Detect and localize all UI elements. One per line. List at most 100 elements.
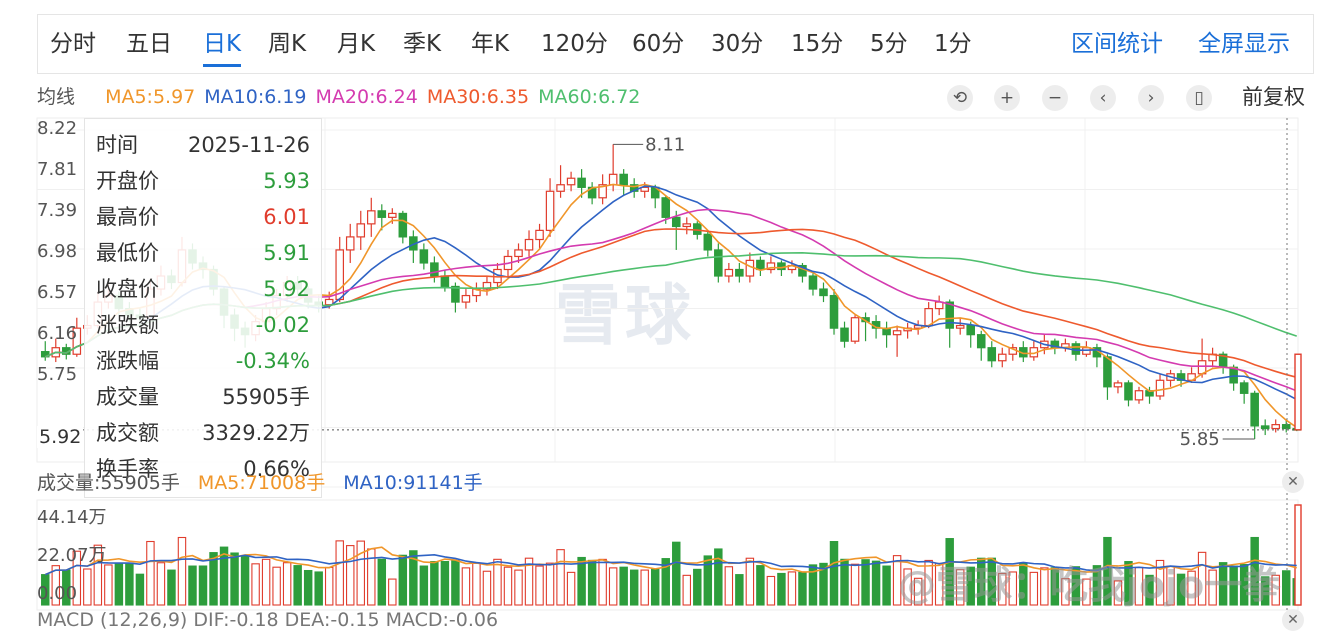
y-tick-label: 7.39 — [37, 200, 78, 221]
tooltip-row: 换手率 0.66% — [96, 451, 310, 487]
volume-bar — [398, 554, 408, 606]
volume-bar — [1271, 574, 1280, 606]
y-tick-label: 6.16 — [37, 323, 78, 344]
tooltip-row: 最高价 6.01 — [96, 199, 310, 235]
tooltip-label: 最高价 — [96, 205, 159, 229]
tab-4[interactable]: 月K — [337, 31, 376, 57]
candle-body — [524, 238, 534, 251]
candle-body — [934, 301, 944, 310]
candle-body — [640, 186, 649, 192]
volume-bar — [640, 569, 649, 606]
volume-bar — [1113, 580, 1123, 606]
volume-bar — [1176, 573, 1186, 606]
volume-bar — [272, 566, 281, 606]
chevron-right-icon[interactable]: › — [1138, 85, 1164, 111]
volume-bar — [167, 569, 176, 606]
tab-5[interactable]: 季K — [403, 31, 442, 57]
volume-bar — [745, 557, 755, 606]
volume-bar — [840, 558, 849, 606]
tab-0[interactable]: 分时 — [50, 31, 96, 57]
candle-body — [661, 197, 671, 218]
fullscreen-link[interactable]: 全屏显示 — [1198, 31, 1290, 57]
volume-bar — [535, 565, 544, 606]
candle-body — [461, 294, 471, 303]
volume-bar — [461, 567, 471, 606]
volume-bar — [1218, 562, 1228, 606]
volume-bar — [703, 555, 713, 606]
y-tick-label: 7.81 — [37, 159, 78, 180]
tooltip-label: 收盘价 — [96, 277, 159, 301]
tooltip-label: 涨跌幅 — [96, 349, 159, 373]
volume-bar — [1061, 578, 1070, 606]
volume-tick-label: 22.07万 — [37, 545, 107, 566]
candle-body — [671, 216, 681, 228]
candle-body — [1281, 424, 1291, 430]
ohlc-tooltip: 时间 2025-11-26 开盘价 5.93 最高价 6.01 最低价 5.91 收盘价 5.92… — [84, 118, 322, 498]
volume-bar — [672, 541, 681, 606]
volume-bar — [1008, 571, 1018, 606]
volume-bar — [903, 568, 912, 606]
volume-bar — [146, 540, 155, 606]
volume-bar — [545, 562, 555, 606]
volume-bar — [966, 566, 975, 606]
volume-bar — [787, 571, 797, 606]
tooltip-value: -0.34% — [235, 349, 310, 373]
volume-bar — [356, 540, 365, 606]
tooltip-label: 换手率 — [96, 457, 159, 481]
tooltip-value: 0.66% — [243, 457, 310, 481]
close-volume-icon[interactable]: ✕ — [1282, 471, 1304, 493]
volume-bar — [83, 568, 92, 606]
close-macd-icon[interactable]: ✕ — [1282, 609, 1304, 631]
chevron-left-icon[interactable]: ‹ — [1090, 85, 1116, 111]
tab-7[interactable]: 120分 — [541, 31, 608, 57]
tooltip-value: 5.92 — [263, 277, 310, 301]
volume-tick-label: 44.14万 — [37, 507, 107, 528]
y-tick-label: 6.98 — [37, 241, 78, 262]
tab-10[interactable]: 15分 — [791, 31, 844, 57]
volume-bar — [619, 566, 628, 606]
tooltip-value: -0.02 — [255, 313, 310, 337]
minus-icon[interactable]: − — [1042, 85, 1068, 111]
tab-8[interactable]: 60分 — [632, 31, 685, 57]
tab-12[interactable]: 1分 — [934, 31, 972, 57]
volume-bar — [1029, 571, 1039, 606]
tab-3[interactable]: 周K — [268, 31, 307, 57]
volume-bar — [409, 550, 418, 606]
tooltip-row: 收盘价 5.92 — [96, 271, 310, 307]
volume-bar — [1092, 565, 1102, 606]
tab-6[interactable]: 年K — [471, 31, 510, 57]
plus-icon[interactable]: + — [994, 85, 1020, 111]
range-stats-link[interactable]: 区间统计 — [1071, 31, 1163, 57]
volume-bar — [1040, 567, 1049, 606]
footer-watermark: @雪球：吃我jojo一拳 — [898, 563, 1281, 607]
candle-body — [966, 324, 976, 336]
candle-body — [714, 249, 723, 277]
tooltip-row: 涨跌幅 -0.34% — [96, 343, 310, 379]
candle-body — [598, 184, 607, 199]
candle-body — [482, 281, 492, 290]
volume-bar — [125, 562, 134, 606]
candle-body — [1134, 390, 1144, 401]
volume-bar — [514, 569, 523, 606]
tooltip-value: 5.93 — [263, 169, 310, 193]
undo-icon[interactable]: ⟲ — [947, 85, 973, 111]
volume-bar — [493, 558, 502, 606]
candle-body — [819, 288, 828, 297]
candle-body — [850, 317, 860, 342]
low-marker-label: 5.85 — [1180, 429, 1220, 450]
candle-body — [1271, 424, 1280, 430]
volume-bar — [303, 569, 313, 606]
tooltip-value: 2025-11-26 — [187, 133, 310, 157]
volume-bar — [104, 564, 113, 606]
adjust-mode-button[interactable]: 前复权 — [1242, 85, 1305, 109]
tab-1[interactable]: 五日 — [126, 31, 172, 57]
adjust-icon[interactable]: ▯ — [1186, 85, 1212, 111]
tab-2[interactable]: 日K — [203, 15, 242, 73]
volume-bar — [756, 565, 765, 606]
tooltip-row: 最低价 5.91 — [96, 235, 310, 271]
tab-9[interactable]: 30分 — [711, 31, 764, 57]
tooltip-value: 55905手 — [222, 385, 310, 409]
volume-bar — [188, 565, 197, 606]
candle-body — [829, 294, 839, 329]
tab-11[interactable]: 5分 — [870, 31, 908, 57]
